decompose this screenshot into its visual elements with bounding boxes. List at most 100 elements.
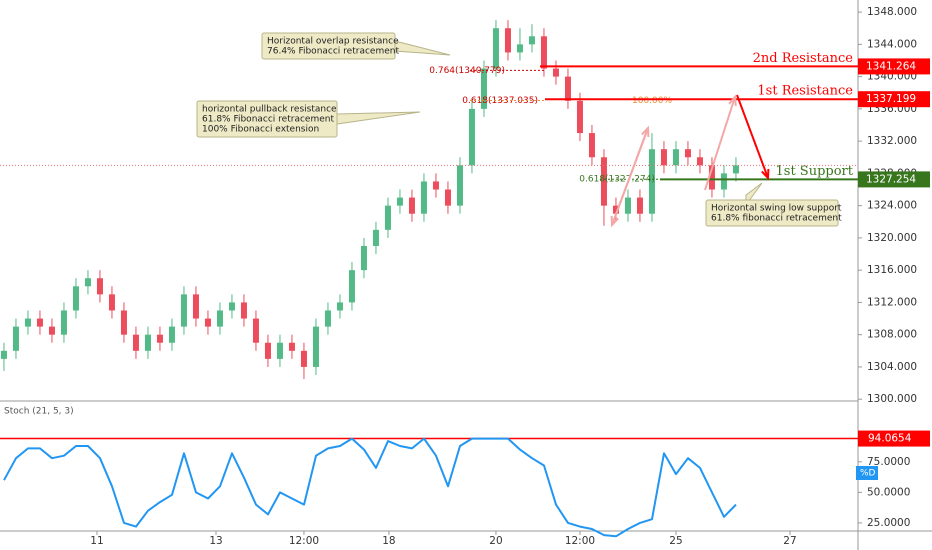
candle-body (324, 310, 331, 327)
candle-body (360, 245, 367, 271)
candle-body (24, 318, 31, 327)
level-name: 1st Resistance (757, 84, 853, 99)
candle-body (156, 334, 163, 343)
x-tick-label: 18 (382, 535, 395, 547)
candle-body (444, 189, 451, 206)
y-tick-label: 1332.000 (867, 135, 917, 147)
legend-label: %D (860, 469, 876, 479)
candle-body (288, 342, 295, 351)
candle-body (120, 310, 127, 335)
candle-body (228, 302, 235, 311)
callout-box (261, 32, 396, 60)
arrow-head (728, 94, 737, 107)
candle-body (696, 157, 703, 166)
candle-body (300, 350, 307, 367)
y-tick-label: 1300.000 (867, 393, 917, 405)
callout-text: Horizontal overlap resistance (267, 37, 399, 47)
candle-body (336, 302, 343, 311)
x-tick-label: 12:00 (565, 535, 595, 547)
level-badge (858, 171, 930, 188)
candle-body (492, 28, 499, 69)
y-tick-label: 1324.000 (867, 200, 917, 212)
level-value: 1327.254 (866, 173, 916, 185)
candle-body (684, 149, 691, 158)
candle-body (96, 278, 103, 295)
x-tick-label: 25 (669, 535, 682, 547)
candle-body (60, 310, 67, 335)
candle-body (456, 165, 463, 206)
candle-body (264, 342, 271, 359)
candle-body (48, 326, 55, 335)
level-name: 2nd Resistance (753, 51, 854, 66)
candle-body (372, 229, 379, 246)
candle-body (564, 76, 571, 101)
callout-box (705, 199, 839, 227)
candle-body (516, 44, 523, 53)
fib-label: 100.00% (632, 96, 672, 106)
candle-body (552, 68, 559, 77)
callout-text: Horizontal swing low support (711, 204, 842, 214)
candle-body (540, 36, 547, 69)
callout-box (196, 100, 338, 138)
callout-text: horizontal pullback resistance (202, 105, 337, 115)
candle-body (624, 197, 631, 214)
level-badge (858, 91, 930, 108)
candle-body (636, 197, 643, 214)
y-tick-label: 1344.000 (867, 38, 917, 50)
candle-body (720, 173, 727, 190)
candle-body (240, 302, 247, 319)
stoch-line (3, 437, 737, 538)
stoch-level-badge (858, 430, 930, 447)
candle-body (252, 318, 259, 343)
candle-body (72, 286, 79, 311)
level-name: 1st Support (776, 164, 854, 179)
candle-body (84, 278, 91, 287)
candle-body (12, 326, 19, 351)
candle-body (312, 326, 319, 367)
y-tick-label: 1312.000 (867, 296, 917, 308)
callout-text: 100% Fibonacci extension (202, 125, 319, 135)
candle-body (396, 197, 403, 206)
y2-tick-label: 75.0000 (867, 456, 910, 468)
candle-body (36, 318, 43, 327)
arrow-head (761, 168, 770, 181)
candle-body (612, 205, 619, 214)
level-value: 1341.264 (866, 60, 916, 72)
y2-tick-label: 25.0000 (867, 517, 910, 529)
arrow (611, 127, 649, 226)
candle-body (144, 334, 151, 351)
candle-body (192, 294, 199, 319)
x-tick-label: 20 (489, 535, 502, 547)
candle-body (108, 294, 115, 311)
candle-body (432, 181, 439, 190)
legend-badge (856, 466, 878, 480)
candle-body (576, 100, 583, 134)
y-tick-label: 1304.000 (867, 361, 917, 373)
arrow (704, 96, 736, 191)
candle-body (132, 334, 139, 351)
candle-body (168, 326, 175, 343)
x-tick-label: 12:00 (289, 535, 319, 547)
candle-body (708, 165, 715, 190)
candle-body (504, 28, 511, 53)
callout-text: 61.8% Fibonacci retracement (202, 115, 334, 125)
candle-body (216, 310, 223, 327)
candle-body (348, 270, 355, 303)
candle-body (204, 318, 211, 327)
candle-body (672, 149, 679, 166)
candle-body (480, 68, 487, 109)
y2-tick-label: 50.0000 (867, 486, 910, 498)
callout-text: 61.8% fibonacci retracement (711, 214, 842, 224)
x-tick-label: 11 (90, 535, 103, 547)
candle-body (528, 36, 535, 45)
level-badge (858, 58, 930, 75)
fib-label: 0.764(1340.779) (429, 66, 505, 76)
candle-body (732, 165, 739, 174)
indicator-name: Stoch (21, 5, 3) (4, 407, 74, 417)
candle-body (276, 342, 283, 359)
candle-body (660, 149, 667, 166)
arrow (736, 94, 769, 179)
x-tick-label: 27 (783, 535, 796, 547)
candle-body (648, 149, 655, 214)
